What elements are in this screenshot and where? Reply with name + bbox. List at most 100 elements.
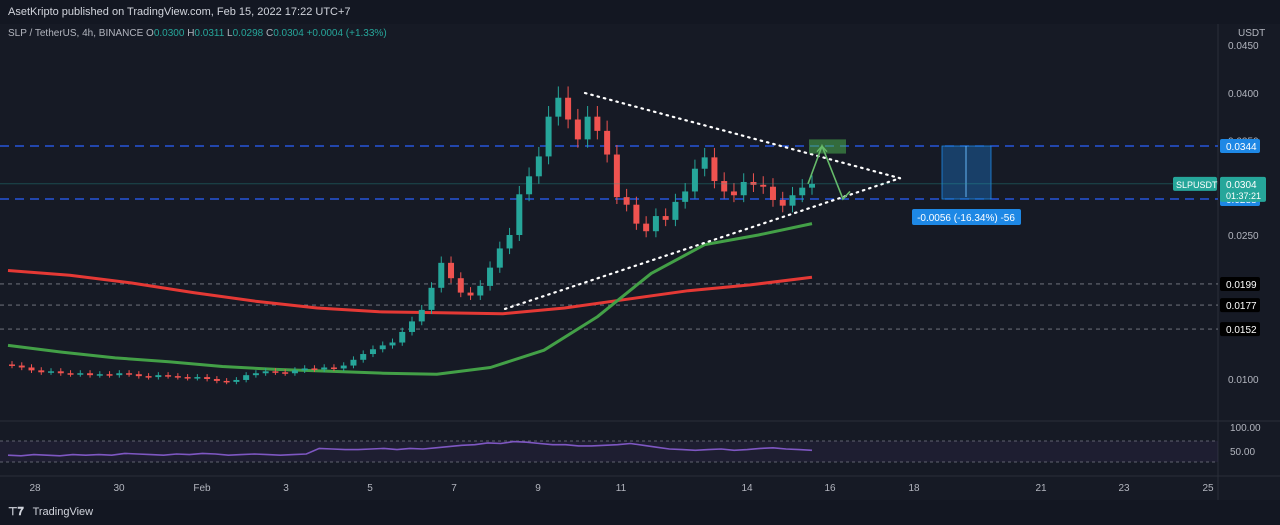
- candle-body: [633, 204, 640, 224]
- candle-body: [77, 373, 84, 375]
- candle-body: [779, 199, 786, 206]
- candle-body: [594, 116, 601, 131]
- candle-body: [438, 262, 445, 288]
- candle-body: [106, 374, 113, 376]
- candle-body: [682, 191, 689, 202]
- candle-body: [48, 371, 55, 373]
- rsi-tick-50: 50.00: [1230, 447, 1255, 458]
- price-tick: 0.0100: [1228, 375, 1259, 386]
- candle-body: [457, 278, 464, 293]
- candle-body: [545, 116, 552, 157]
- time-tick: 23: [1118, 483, 1130, 494]
- candle-body: [389, 342, 396, 346]
- candle-body: [750, 181, 757, 185]
- candle-body: [652, 216, 659, 232]
- price-level-badge: [1220, 139, 1260, 154]
- candle-body: [9, 364, 15, 366]
- published-text: AsetKripto published on TradingView.com,…: [8, 6, 351, 18]
- price-tick: 0.0450: [1228, 41, 1259, 52]
- ma-red-line[interactable]: [7, 269, 813, 316]
- candle-body: [330, 367, 337, 369]
- candle-body: [516, 194, 523, 235]
- time-tick: 11: [616, 483, 627, 494]
- price-level-badge: [1220, 298, 1260, 313]
- candle-body: [272, 371, 279, 373]
- candle-body: [155, 375, 162, 378]
- candle-body: [467, 292, 474, 296]
- symbol-legend: SLP / TetherUS, 4h, BINANCE O0.0300 H0.0…: [8, 28, 387, 39]
- time-tick: 7: [451, 483, 457, 494]
- symbol-name: SLP / TetherUS, 4h, BINANCE: [8, 28, 144, 39]
- measure-label-bg: [912, 209, 1021, 226]
- time-tick: 5: [367, 483, 373, 494]
- time-tick: 18: [908, 483, 920, 494]
- candle-body: [174, 376, 181, 378]
- change-value: +0.0004 (+1.33%): [306, 28, 387, 39]
- time-tick: 3: [283, 483, 289, 494]
- candle-body: [18, 365, 25, 368]
- candle-body: [28, 367, 35, 371]
- candle-body: [321, 367, 328, 370]
- candle-body: [721, 181, 728, 192]
- candle-body: [740, 181, 747, 196]
- candle-body: [194, 377, 201, 379]
- chart-area[interactable]: -0.0056 (-16.34%) -56 USDT 0.0450 0.0400 0.…: [0, 24, 1280, 500]
- price-level-badge: [1220, 322, 1260, 337]
- candle-body: [87, 373, 94, 376]
- price-tick: 0.0400: [1228, 89, 1259, 100]
- candle-body: [623, 197, 630, 205]
- price-level-badge: [1220, 276, 1260, 291]
- candle-body: [350, 359, 357, 366]
- footer-bar: ⊤𝟕 TradingView: [0, 500, 1280, 525]
- target-zone[interactable]: [809, 139, 846, 154]
- candle-body: [311, 368, 318, 370]
- price-level-label: 0.0199: [1226, 280, 1257, 291]
- chart-svg[interactable]: -0.0056 (-16.34%) -56 USDT 0.0450 0.0400 0.…: [0, 24, 1280, 500]
- symbol-badge: [1173, 176, 1217, 191]
- candle-body: [487, 267, 494, 286]
- candle-body: [399, 331, 406, 343]
- time-tick: 14: [741, 483, 753, 494]
- candle-body: [574, 119, 581, 140]
- measure-label: -0.0056 (-16.34%) -56: [917, 213, 1015, 224]
- candle-body: [584, 116, 591, 140]
- candle-body: [135, 374, 142, 377]
- high-label: H: [187, 28, 195, 39]
- rsi-tick-100: 100.00: [1230, 423, 1261, 434]
- candle-body: [165, 375, 172, 377]
- candle-body: [184, 377, 191, 379]
- candle-body: [672, 201, 679, 220]
- candle-body: [223, 380, 230, 383]
- countdown-text: 01:37:21: [1226, 191, 1261, 201]
- candle-body: [204, 377, 211, 379]
- price-level-label: 0.0177: [1226, 301, 1257, 312]
- candle-body: [613, 154, 620, 198]
- candle-body: [477, 285, 484, 296]
- candle-body: [789, 195, 796, 206]
- triangle-lower-line[interactable]: [503, 177, 902, 311]
- candle-body: [506, 235, 513, 249]
- rsi-line: [7, 440, 813, 457]
- projection-arrow-icon: [816, 144, 828, 153]
- candle-body: [213, 379, 220, 381]
- low-value: 0.0298: [232, 28, 264, 39]
- tradingview-logo-icon[interactable]: ⊤𝟕: [8, 506, 24, 518]
- candle-body: [448, 262, 455, 279]
- time-tick: 21: [1035, 483, 1047, 494]
- close-value: 0.0304: [273, 28, 304, 39]
- candle-body: [418, 309, 425, 322]
- open-value: 0.0300: [153, 28, 185, 39]
- candle-body: [809, 183, 815, 188]
- candle-body: [691, 168, 698, 192]
- triangle-upper-line[interactable]: [583, 91, 902, 180]
- time-tick: 25: [1202, 483, 1214, 494]
- time-tick: 9: [535, 483, 541, 494]
- candle-body: [769, 186, 776, 200]
- rsi-band: [0, 441, 1218, 462]
- projection-path[interactable]: [807, 143, 851, 201]
- candle-body: [38, 370, 45, 373]
- footer-brand[interactable]: TradingView: [32, 506, 94, 518]
- current-price-badge: [1220, 176, 1266, 202]
- low-label: L: [227, 28, 233, 39]
- ma-green-line[interactable]: [7, 222, 813, 376]
